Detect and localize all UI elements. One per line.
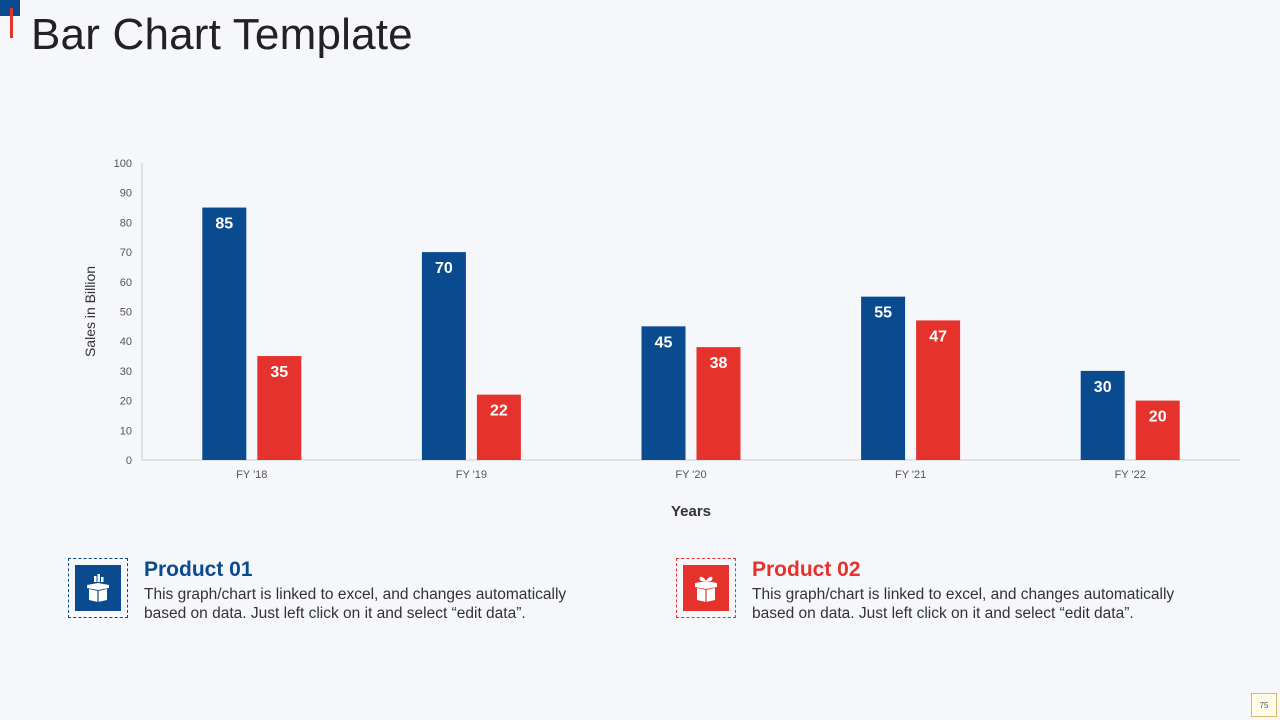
bar-product-02 [1135,400,1180,460]
bar-value-label: 47 [929,328,947,345]
y-tick-label: 100 [114,158,132,170]
bar-value-label: 55 [874,305,892,322]
y-tick-label: 60 [120,277,132,289]
x-tick-label: FY '18 [236,469,267,481]
bar-value-label: 38 [710,355,728,372]
bar-product-01 [861,296,906,460]
y-tick-label: 50 [120,307,132,319]
x-tick-label: FY '21 [895,469,926,481]
y-axis-title: Sales in Billion [82,266,98,357]
y-tick-label: 0 [126,455,132,467]
bar-value-label: 45 [655,334,673,351]
bar-value-label: 30 [1094,379,1112,396]
x-tick-label: FY '20 [675,469,706,481]
legend-card-product-01: Product 01 This graph/chart is linked to… [68,558,566,628]
gift-box-icon [695,576,717,602]
bar-product-02 [476,394,521,460]
bar-product-02 [257,356,302,460]
product-01-icon-frame [68,558,128,618]
product-02-title: Product 02 [752,558,861,581]
x-tick-label: FY '22 [1115,469,1146,481]
y-tick-label: 70 [120,247,132,259]
bar-chart: 0 10 20 30 40 50 60 70 80 90 100 Sales in Billion Ye… [82,158,1240,520]
product-01-title: Product 01 [144,558,253,581]
bar-product-02 [696,347,741,460]
bar-value-label: 35 [270,364,288,381]
bar-value-label: 70 [435,260,453,277]
x-axis-title: Years [671,503,711,520]
y-tick-label: 20 [120,396,132,408]
y-tick-label: 10 [120,425,132,437]
product-01-description: This graph/chart is linked to excel, and… [144,586,567,622]
bar-product-01 [202,207,247,460]
product-02-icon-frame [676,558,736,618]
bar-product-02 [916,320,961,460]
page-number: 75 [1251,693,1277,717]
slide-title: Bar Chart Template [31,10,413,59]
y-tick-label: 30 [120,366,132,378]
bar-product-01 [421,252,466,460]
y-tick-label: 80 [120,217,132,229]
y-tick-label: 90 [120,188,132,200]
bar-value-label: 20 [1149,409,1167,426]
x-tick-label: FY '19 [456,469,487,481]
box-chart-icon [87,574,109,602]
bar-product-01 [1080,370,1125,460]
title-accent-bar [10,8,13,38]
bar-product-01 [641,326,686,460]
y-tick-label: 40 [120,336,132,348]
product-02-description: This graph/chart is linked to excel, and… [752,586,1175,622]
bar-value-label: 85 [215,216,233,233]
bar-value-label: 22 [490,403,508,420]
legend-card-product-02: Product 02 This graph/chart is linked to… [676,558,1174,628]
